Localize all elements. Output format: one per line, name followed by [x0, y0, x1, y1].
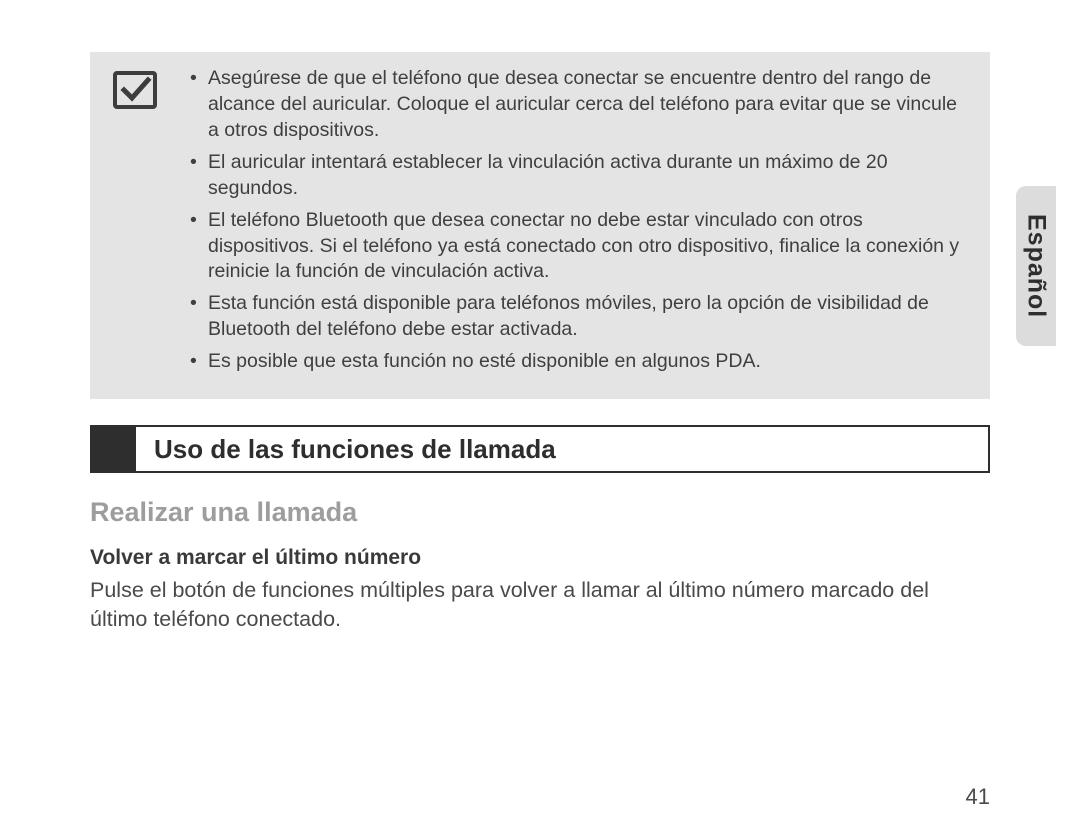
- info-bullet-item: Asegúrese de que el teléfono que desea c…: [186, 66, 968, 144]
- sub-heading: Realizar una llamada: [90, 497, 990, 528]
- info-note-box: Asegúrese de que el teléfono que desea c…: [90, 52, 990, 399]
- sub-sub-heading: Volver a marcar el último número: [90, 546, 990, 570]
- language-tab-label: Español: [1022, 214, 1051, 318]
- page-number: 41: [966, 784, 990, 810]
- info-bullet-list: Asegúrese de que el teléfono que desea c…: [186, 66, 968, 381]
- info-bullet-item: Es posible que esta función no esté disp…: [186, 349, 968, 375]
- body-paragraph: Pulse el botón de funciones múltiples pa…: [90, 576, 990, 634]
- info-bullet-item: El teléfono Bluetooth que desea conectar…: [186, 208, 968, 286]
- info-bullet-item: El auricular intentará establecer la vin…: [186, 150, 968, 202]
- info-bullet-item: Esta función está disponible para teléfo…: [186, 291, 968, 343]
- section-heading: Uso de las funciones de llamada: [90, 425, 990, 473]
- section-heading-accent: [92, 427, 136, 471]
- section-heading-text: Uso de las funciones de llamada: [136, 427, 988, 471]
- manual-page: Asegúrese de que el teléfono que desea c…: [0, 0, 1080, 840]
- checkbox-icon: [112, 70, 158, 110]
- language-tab: Español: [1016, 186, 1056, 346]
